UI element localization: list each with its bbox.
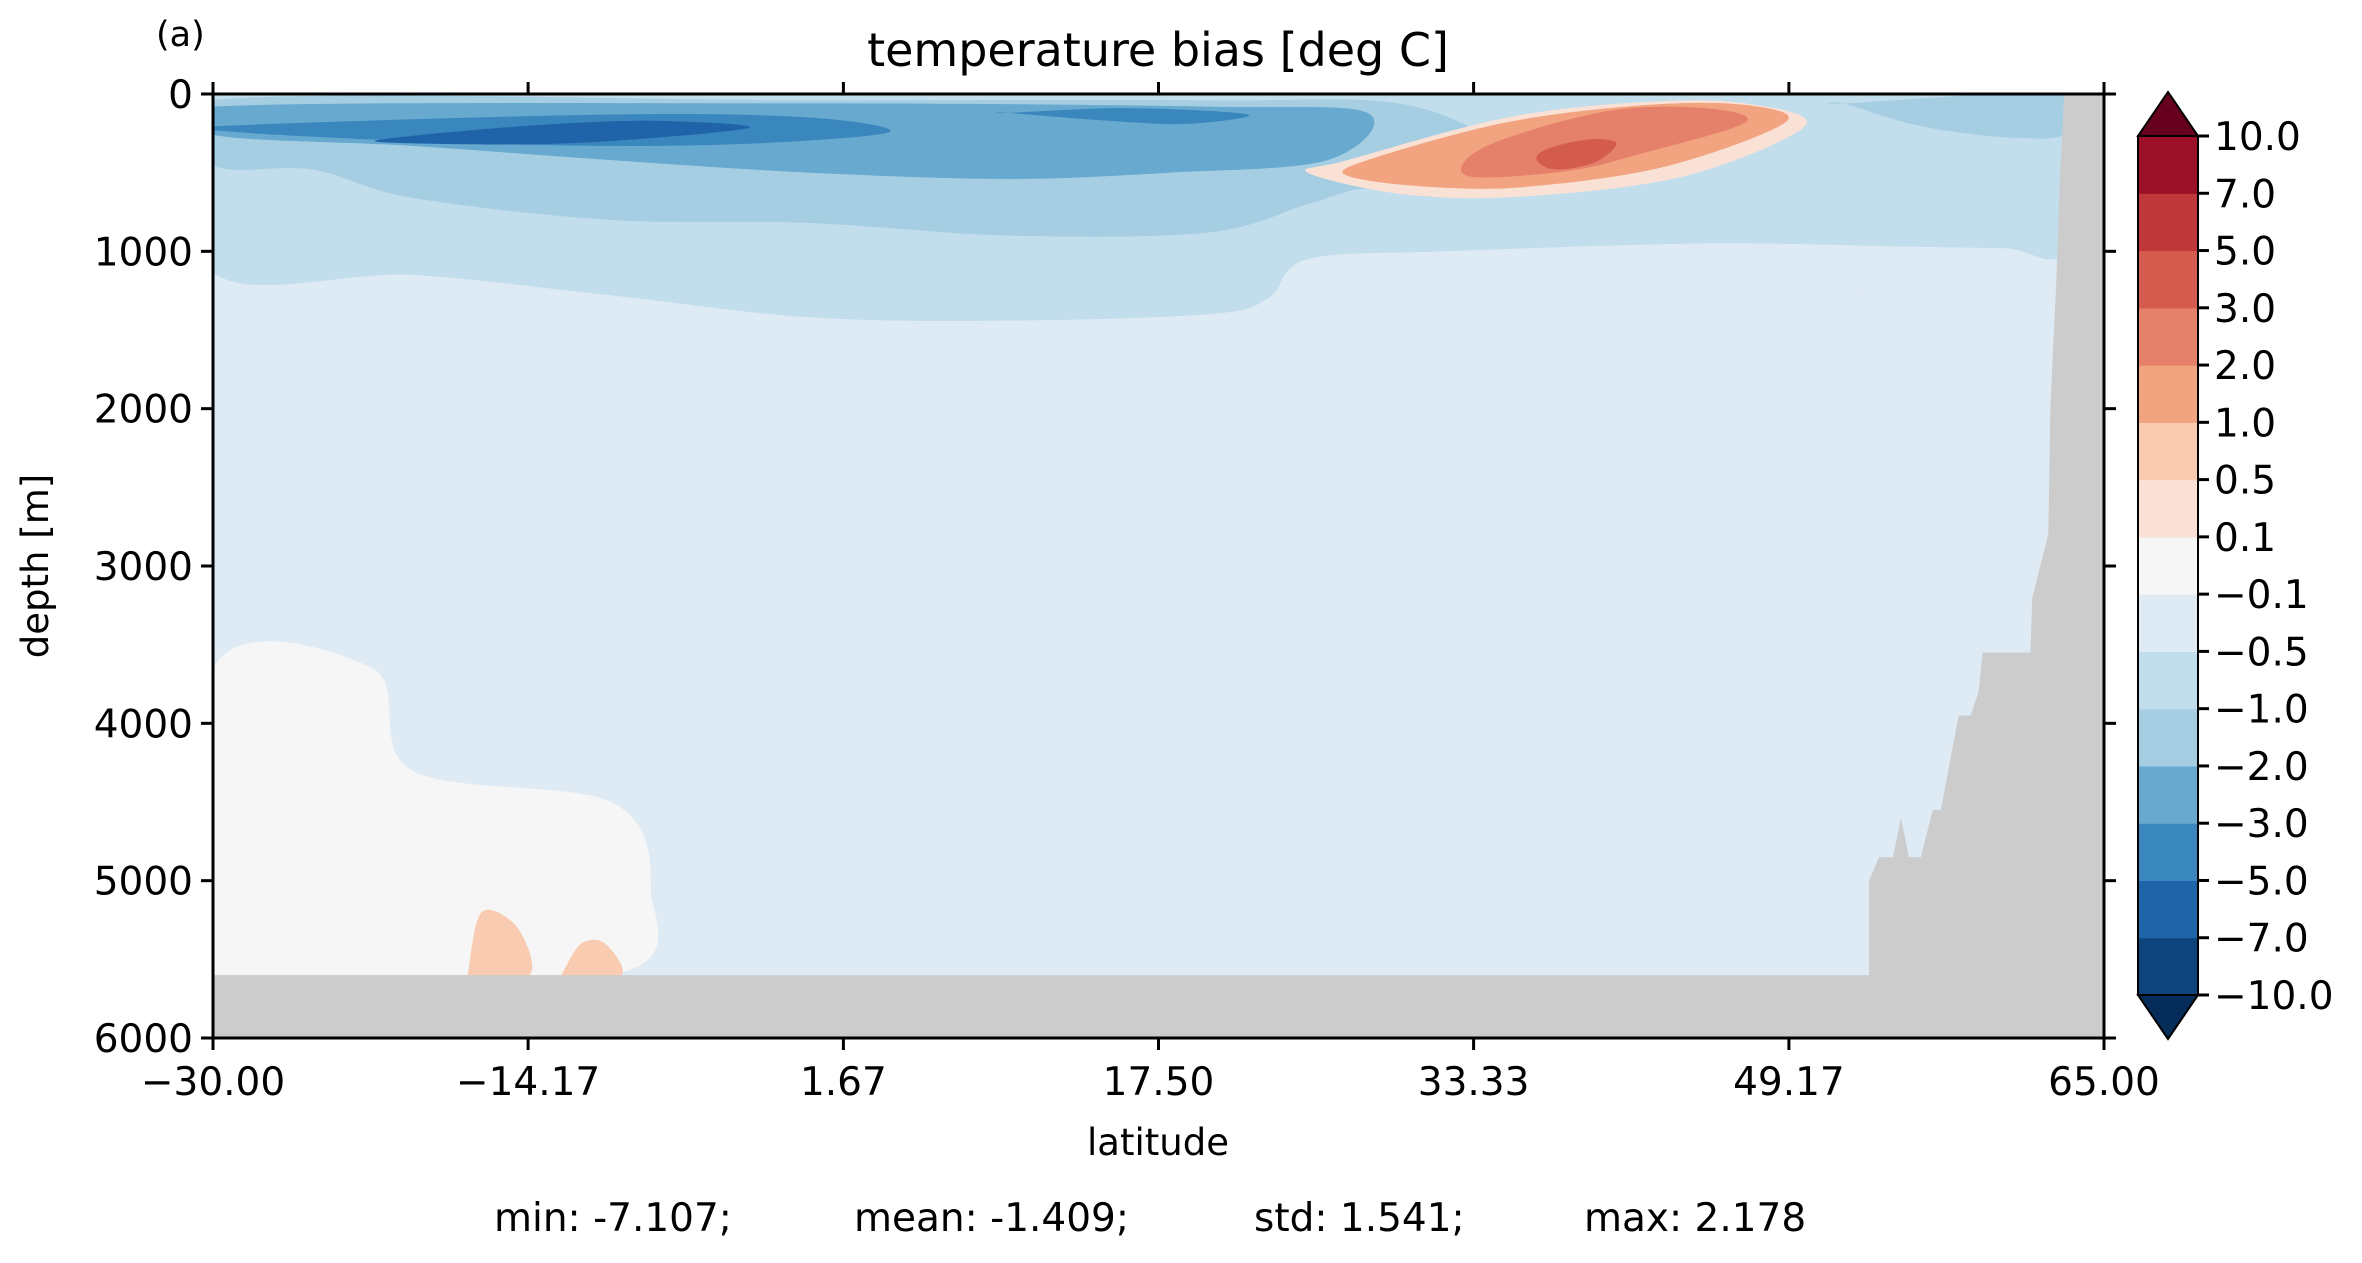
bias-region-2	[556, 939, 623, 978]
colorbar-tick-label: 3.0	[2214, 287, 2276, 332]
x-axis-ticks: −30.00 −14.17 1.67 17.50 33.33 49.17 65.00	[141, 82, 2160, 1105]
y-tick-label: 6000	[94, 1017, 193, 1062]
bias-region-10	[374, 120, 751, 145]
bias-regions	[213, 94, 2104, 1002]
bias-region-1	[462, 909, 533, 980]
y-axis-ticks: 0 1000 2000 3000 4000 5000 6000	[94, 73, 2116, 1062]
x-tick-label: 65.00	[2048, 1060, 2160, 1105]
colorbar-tick-label: 0.1	[2214, 516, 2276, 561]
colorbar-tick-label: 1.0	[2214, 401, 2276, 446]
y-tick-label: 5000	[94, 860, 193, 905]
x-tick-label: −14.17	[456, 1060, 600, 1105]
stat-min: min: -7.107;	[494, 1196, 732, 1241]
colorbar: −10.0 −7.0 −5.0 −3.0 −2.0 −1.0 −0.5 −0.1 0.1 0.5 1…	[2136, 90, 2334, 1041]
colorbar-extend-min	[2136, 994, 2200, 1041]
colorbar-segment	[2138, 479, 2198, 538]
colorbar-tick-label: −5.0	[2214, 859, 2309, 904]
bias-region-14	[1536, 139, 1617, 170]
stat-std: std: 1.541;	[1254, 1196, 1465, 1241]
plot-area	[213, 94, 2104, 1038]
y-tick-label: 3000	[94, 545, 193, 590]
colorbar-tick-label: −2.0	[2214, 745, 2309, 790]
colorbar-segment	[2138, 422, 2198, 481]
chart-title: temperature bias [deg C]	[867, 23, 1449, 77]
colorbar-tick-label: −0.1	[2214, 573, 2309, 618]
colorbar-tick-label: 2.0	[2214, 344, 2276, 389]
colorbar-extend-max	[2136, 90, 2200, 137]
y-tick-label: 1000	[94, 230, 193, 275]
colorbar-segment	[2138, 708, 2198, 767]
bias-region-0	[213, 641, 659, 1002]
y-tick-label: 2000	[94, 388, 193, 433]
colorbar-segment	[2138, 765, 2198, 824]
x-tick-label: 1.67	[800, 1060, 887, 1105]
colorbar-segment	[2138, 823, 2198, 882]
panel-label: (a)	[156, 15, 205, 55]
x-axis-label: latitude	[1087, 1121, 1229, 1164]
colorbar-segment	[2138, 136, 2198, 194]
x-tick-label: 17.50	[1103, 1060, 1215, 1105]
x-tick-label: 33.33	[1418, 1060, 1530, 1105]
colorbar-tick-label: 7.0	[2214, 172, 2276, 217]
colorbar-segment	[2138, 307, 2198, 366]
y-tick-label: 4000	[94, 702, 193, 747]
y-tick-label: 0	[168, 73, 193, 118]
colorbar-tick-label: −10.0	[2214, 974, 2334, 1019]
y-axis-label: depth [m]	[14, 474, 57, 658]
colorbar-segment	[2138, 250, 2198, 309]
colorbar-tick-label: −1.0	[2214, 688, 2309, 733]
bias-region-9	[995, 108, 1250, 125]
colorbar-segment	[2138, 536, 2198, 595]
colorbar-segment	[2138, 193, 2198, 252]
colorbar-segment	[2138, 651, 2198, 710]
colorbar-tick-label: −7.0	[2214, 917, 2309, 962]
colorbar-tick-label: 5.0	[2214, 230, 2276, 275]
colorbar-tick-label: −0.5	[2214, 630, 2309, 675]
colorbar-segment	[2138, 365, 2198, 423]
colorbar-tick-label: 0.5	[2214, 459, 2276, 504]
x-tick-label: 49.17	[1733, 1060, 1845, 1105]
x-tick-label: −30.00	[141, 1060, 285, 1105]
colorbar-frame	[2137, 135, 2199, 996]
colorbar-tick-label: −3.0	[2214, 802, 2309, 847]
colorbar-tick-label: 10.0	[2214, 115, 2301, 160]
colorbar-segment	[2138, 880, 2198, 939]
bias-region-6	[1826, 94, 2082, 139]
land-topography	[213, 94, 2104, 1038]
stat-mean: mean: -1.409;	[854, 1196, 1129, 1241]
colorbar-segment	[2138, 937, 2198, 996]
stat-max: max: 2.178	[1584, 1196, 1807, 1241]
colorbar-segment	[2138, 594, 2198, 652]
